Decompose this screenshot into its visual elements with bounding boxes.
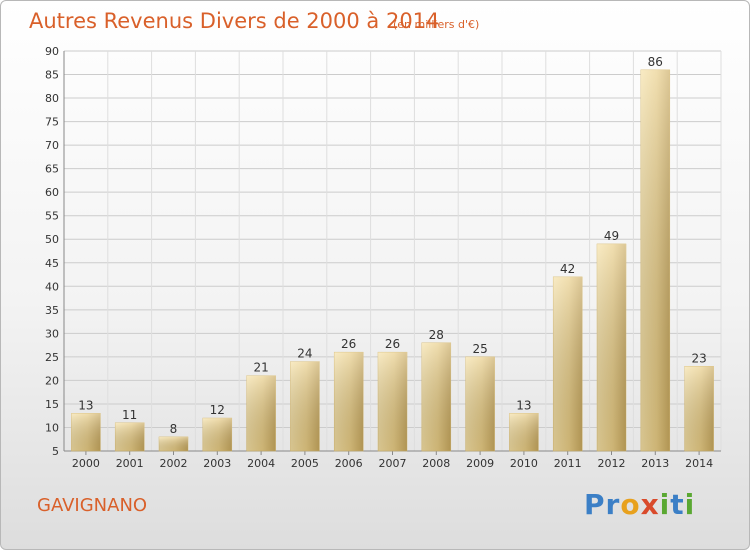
bar-shade-2011 — [553, 276, 583, 451]
value-label: 13 — [78, 398, 93, 412]
chart-subtitle: (en milliers d'€) — [393, 18, 480, 31]
value-label: 24 — [297, 347, 312, 361]
x-tick-label: 2000 — [72, 457, 100, 470]
bar-shade-2002 — [159, 436, 188, 451]
bar-shade-2006 — [334, 352, 364, 451]
x-tick-label: 2004 — [247, 457, 275, 470]
bar-shade-2007 — [378, 352, 407, 451]
value-label: 8 — [170, 422, 178, 436]
proxiti-logo: Proxiti — [584, 488, 695, 521]
bar-shade-2008 — [421, 342, 451, 451]
value-label: 13 — [516, 398, 531, 412]
logo-letter: r — [605, 488, 621, 521]
x-tick-label: 2003 — [203, 457, 231, 470]
value-label: 42 — [560, 262, 575, 276]
y-tick-label: 40 — [45, 280, 59, 293]
x-tick-label: 2006 — [335, 457, 363, 470]
value-label: 28 — [429, 328, 444, 342]
bar-shade-2000 — [71, 413, 101, 451]
x-tick-label: 2008 — [422, 457, 450, 470]
y-tick-label: 85 — [45, 69, 59, 82]
logo-letter: t — [670, 488, 685, 521]
logo-letter: o — [620, 488, 641, 521]
logo-letter: x — [640, 488, 660, 521]
logo-letter: P — [584, 488, 606, 521]
x-tick-label: 2002 — [160, 457, 188, 470]
bar-shade-2013 — [640, 69, 670, 451]
logo-letter: i — [659, 488, 671, 521]
value-label: 25 — [472, 342, 487, 356]
bars — [71, 69, 714, 452]
y-tick-label: 5 — [52, 445, 59, 458]
x-tick-label: 2011 — [554, 457, 582, 470]
bar-shade-2010 — [509, 413, 539, 451]
y-tick-label: 80 — [45, 92, 59, 105]
x-tick-label: 2005 — [291, 457, 319, 470]
x-tick-label: 2013 — [641, 457, 669, 470]
y-tick-label: 75 — [45, 116, 59, 129]
value-label: 23 — [691, 351, 706, 365]
y-tick-label: 50 — [45, 233, 59, 246]
y-tick-label: 10 — [45, 421, 59, 434]
y-tick-label: 90 — [45, 45, 59, 58]
value-label: 12 — [210, 403, 225, 417]
value-label: 26 — [385, 337, 400, 351]
x-tick-label: 2012 — [598, 457, 626, 470]
y-tick-label: 15 — [45, 398, 59, 411]
x-tick-label: 2001 — [116, 457, 144, 470]
value-label: 86 — [648, 55, 663, 69]
value-label: 26 — [341, 337, 356, 351]
bar-shade-2009 — [465, 356, 495, 451]
bar-shade-2005 — [290, 361, 320, 451]
bar-shade-2001 — [115, 422, 145, 451]
bar-shade-2014 — [684, 366, 714, 451]
y-tick-label: 60 — [45, 186, 59, 199]
bar-shade-2004 — [246, 375, 276, 451]
value-label: 49 — [604, 229, 619, 243]
value-label: 11 — [122, 408, 137, 422]
y-tick-label: 65 — [45, 163, 59, 176]
y-tick-label: 35 — [45, 304, 59, 317]
y-tick-label: 70 — [45, 139, 59, 152]
chart-title: Autres Revenus Divers de 2000 à 2014 — [29, 9, 440, 33]
y-tick-label: 55 — [45, 210, 59, 223]
value-label: 21 — [253, 361, 268, 375]
commune-name: GAVIGNANO — [37, 495, 148, 516]
x-tick-label: 2014 — [685, 457, 713, 470]
bar-shade-2003 — [202, 418, 232, 451]
x-tick-label: 2010 — [510, 457, 538, 470]
logo-letter: i — [684, 488, 696, 521]
axes: 5 10 15 20 25 30 35 40 45 50 55 60 65 70 75 80 85 90 2000 2… — [45, 45, 721, 470]
x-tick-label: 2007 — [379, 457, 407, 470]
x-tick-label: 2009 — [466, 457, 494, 470]
bar-shade-2012 — [597, 243, 626, 451]
y-tick-label: 45 — [45, 257, 59, 270]
y-tick-label: 25 — [45, 351, 59, 364]
y-tick-label: 20 — [45, 374, 59, 387]
y-tick-label: 30 — [45, 327, 59, 340]
value-labels: 13 11 8 12 21 24 26 26 28 25 13 42 49 86 23 — [78, 55, 706, 436]
